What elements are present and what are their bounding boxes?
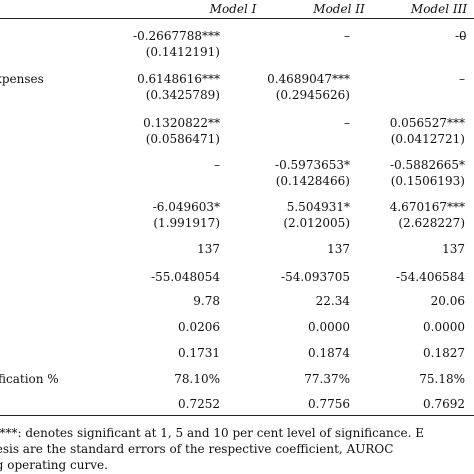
cell-m4: -0 bbox=[455, 29, 467, 43]
cell-m3: – bbox=[459, 72, 465, 86]
cell-m1: – bbox=[214, 158, 220, 172]
cell-m1: 0.0206 bbox=[178, 320, 220, 334]
row-label: sification % bbox=[0, 372, 59, 386]
cell-m2: -0.5973653* bbox=[275, 158, 350, 172]
cell-m3: 137 bbox=[442, 242, 465, 256]
cell-m1: 78.10% bbox=[174, 372, 220, 386]
cell-m3: -54.406584 bbox=[396, 270, 465, 284]
cell-m3: 4.670167*** bbox=[389, 200, 465, 214]
cell-m2: – bbox=[344, 116, 350, 130]
cell-m2: 77.37% bbox=[304, 372, 350, 386]
row-label: expenses bbox=[0, 72, 44, 86]
cell-m1: 0.1320822** bbox=[143, 116, 220, 130]
cell-m2: 0.0000 bbox=[308, 320, 350, 334]
cell-m2-se: (0.2945626) bbox=[275, 88, 350, 102]
cell-m2: 22.34 bbox=[315, 294, 350, 308]
column-header-model-1: Model I bbox=[209, 2, 257, 16]
table-note-line-1: d ***: denotes significant at 1, 5 and 1… bbox=[0, 426, 424, 440]
cell-m1-se: (0.1412191) bbox=[145, 45, 220, 59]
cell-m2-se: (2.012005) bbox=[283, 216, 350, 230]
cell-m1-se: (0.3425789) bbox=[145, 88, 220, 102]
cell-m2-se: (0.1428466) bbox=[275, 174, 350, 188]
cell-m1: 9.78 bbox=[193, 294, 220, 308]
cell-m3-se: (0.0412721) bbox=[390, 132, 465, 146]
cell-m1: 137 bbox=[197, 242, 220, 256]
cell-m2: 0.4689047*** bbox=[267, 72, 350, 86]
cell-m2: 5.504931* bbox=[286, 200, 350, 214]
cell-m3: – bbox=[459, 29, 465, 43]
column-header-model-2: Model II bbox=[313, 2, 365, 16]
cell-m3-se: (0.1506193) bbox=[390, 174, 465, 188]
cell-m2: 0.1874 bbox=[308, 346, 350, 360]
table-top-rule bbox=[0, 18, 474, 19]
cell-m3: 0.0000 bbox=[423, 320, 465, 334]
table-note-line-2: hesis are the standard errors of the res… bbox=[0, 442, 394, 456]
cell-m1: -6.049603* bbox=[152, 200, 220, 214]
cell-m1-se: (1.991917) bbox=[153, 216, 220, 230]
cell-m2: -54.093705 bbox=[281, 270, 350, 284]
cell-m3: 0.1827 bbox=[423, 346, 465, 360]
cell-m2: 137 bbox=[327, 242, 350, 256]
cell-m2: – bbox=[344, 29, 350, 43]
cell-m3: 0.7692 bbox=[423, 397, 465, 411]
cell-m3: 0.056527*** bbox=[389, 116, 465, 130]
cell-m3-se: (2.628227) bbox=[398, 216, 465, 230]
cell-m3: -0.5882665* bbox=[390, 158, 465, 172]
cell-m1-se: (0.0586471) bbox=[145, 132, 220, 146]
cell-m3: 75.18% bbox=[419, 372, 465, 386]
cell-m1: 0.7252 bbox=[178, 397, 220, 411]
cell-m1: 0.6148616*** bbox=[137, 72, 220, 86]
column-header-model-3: Model III bbox=[410, 2, 468, 16]
cell-m1: -55.048054 bbox=[151, 270, 220, 284]
cell-m3: 20.06 bbox=[430, 294, 465, 308]
table-note-line-3: ng operating curve. bbox=[0, 458, 108, 472]
cell-m1: 0.1731 bbox=[178, 346, 220, 360]
cell-m1: -0.2667788*** bbox=[133, 29, 220, 43]
table-bottom-rule bbox=[0, 415, 474, 416]
cell-m2: 0.7756 bbox=[308, 397, 350, 411]
